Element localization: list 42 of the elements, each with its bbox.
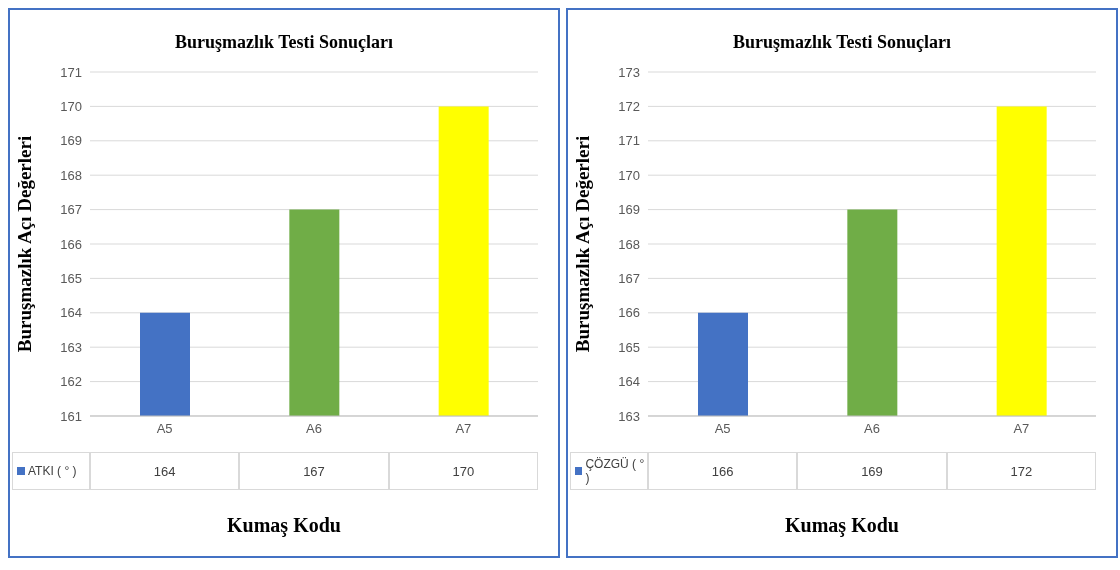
- x-tick-label: A7: [1013, 421, 1030, 437]
- y-tick-label: 162: [60, 374, 82, 390]
- y-tick-label: 163: [60, 339, 82, 355]
- y-tick-label: 168: [60, 167, 82, 183]
- x-tick-label: A6: [306, 421, 322, 437]
- y-tick-label: 169: [60, 133, 82, 149]
- y-tick-label: 168: [618, 236, 640, 252]
- x-tick-label: A6: [864, 421, 880, 437]
- y-axis-title: Buruşmazlık Açı Değerleri: [571, 135, 593, 353]
- y-tick-label: 163: [618, 408, 640, 424]
- chart-title: Buruşmazlık Testi Sonuçları: [731, 32, 953, 54]
- x-tick-label: A5: [156, 421, 173, 437]
- y-tick-label: 172: [618, 99, 640, 115]
- y-tick-label: 171: [60, 64, 82, 80]
- y-axis-title: Buruşmazlık Açı Değerleri: [13, 135, 35, 353]
- data-label: 167: [239, 452, 389, 490]
- y-tick-label: 166: [60, 236, 82, 252]
- y-tick-label: 169: [618, 202, 640, 218]
- legend-label: ATKI ( ° ): [28, 464, 77, 478]
- x-tick-label: A7: [455, 421, 472, 437]
- y-tick-label: 164: [618, 374, 640, 390]
- y-tick-label: 165: [618, 339, 640, 355]
- y-tick-label: 170: [618, 167, 640, 183]
- y-tick-label: 161: [60, 408, 82, 424]
- data-label: 172: [946, 452, 1096, 490]
- legend-label: ÇÖZGÜ ( ° ): [585, 457, 646, 485]
- data-label: 164: [90, 452, 240, 490]
- y-tick-label: 167: [60, 202, 82, 218]
- data-label: 166: [648, 452, 798, 490]
- data-label: 170: [388, 452, 538, 490]
- y-tick-label: 173: [618, 64, 640, 80]
- y-tick-label: 170: [60, 99, 82, 115]
- chart-title: Buruşmazlık Testi Sonuçları: [173, 32, 395, 54]
- y-tick-label: 166: [618, 305, 640, 321]
- y-tick-label: 164: [60, 305, 82, 321]
- x-axis-title: Kumaş Kodu: [784, 514, 900, 537]
- data-label: 169: [797, 452, 947, 490]
- x-tick-label: A5: [714, 421, 731, 437]
- y-tick-label: 165: [60, 271, 82, 287]
- y-tick-label: 171: [618, 133, 640, 149]
- x-axis-title: Kumaş Kodu: [226, 514, 342, 537]
- y-tick-label: 167: [618, 271, 640, 287]
